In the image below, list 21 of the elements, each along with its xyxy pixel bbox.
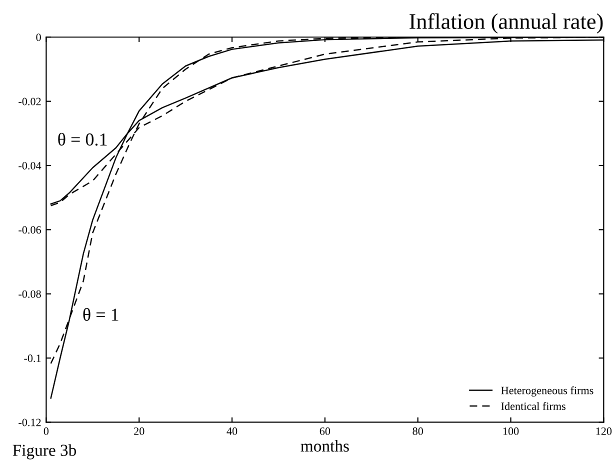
legend-label: Heterogeneous firms xyxy=(501,386,594,397)
x-tick-label: 80 xyxy=(412,427,423,435)
chart-title: Inflation (annual rate) xyxy=(410,13,603,34)
x-tick-label: 60 xyxy=(320,427,330,435)
y-tick-label: -0.04 xyxy=(18,162,42,170)
x-tick-label: 100 xyxy=(503,427,519,435)
caption: Figure 3b xyxy=(12,444,76,460)
x-tick-label: 40 xyxy=(226,427,238,435)
y-tick-label: -0.12 xyxy=(18,418,41,426)
x-tick-label: 20 xyxy=(134,427,144,435)
x-axis-title: months xyxy=(300,440,349,452)
y-tick-label: -0.02 xyxy=(18,98,41,106)
annotation: θ = 1 xyxy=(83,308,118,321)
y-tick-label: -0.08 xyxy=(18,290,41,298)
y-tick-label: 0 xyxy=(36,34,41,42)
legend-label: Identical firms xyxy=(501,402,566,410)
y-tick-label: -0.1 xyxy=(24,354,41,362)
x-tick-label: 120 xyxy=(596,427,612,435)
y-tick-label: -0.06 xyxy=(18,226,42,234)
annotation: θ = 0.1 xyxy=(58,132,107,146)
x-tick-label: 0 xyxy=(44,427,49,435)
